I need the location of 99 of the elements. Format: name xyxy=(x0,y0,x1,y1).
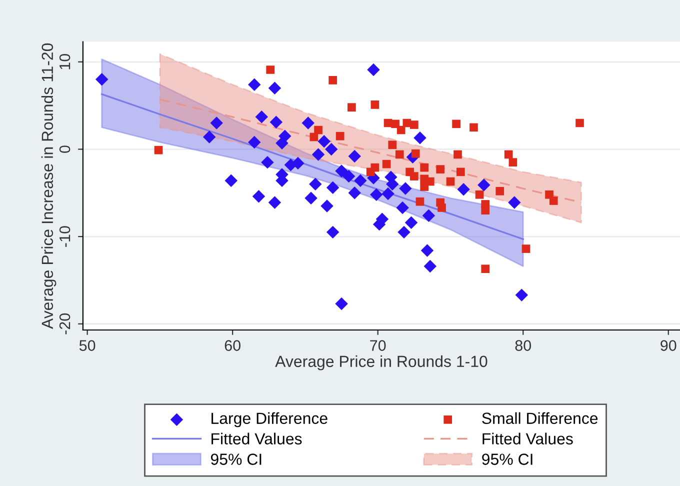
point xyxy=(404,216,418,229)
point xyxy=(396,126,406,134)
point xyxy=(354,174,367,188)
y-axis-title: Average Price Increase in Rounds 11-20 xyxy=(41,43,56,329)
point xyxy=(366,168,375,176)
point xyxy=(336,132,344,140)
point xyxy=(328,76,337,84)
point xyxy=(370,100,380,109)
point xyxy=(348,150,361,163)
point xyxy=(410,172,418,180)
legend-label: Large Difference xyxy=(212,412,328,428)
point xyxy=(202,130,216,144)
point xyxy=(382,160,391,168)
point xyxy=(420,244,434,257)
point xyxy=(292,156,304,170)
point xyxy=(475,190,484,199)
point xyxy=(276,136,288,150)
x-tick-label: 60 xyxy=(224,340,240,351)
x-axis-title: Average Price in Rounds 1-10 xyxy=(275,355,488,370)
legend-label: Small Difference xyxy=(482,412,598,424)
point xyxy=(382,187,394,200)
point xyxy=(318,134,330,148)
point xyxy=(504,150,513,159)
point xyxy=(395,150,404,159)
legend-label: Fitted Values xyxy=(482,432,573,444)
point xyxy=(348,186,361,200)
line-series xyxy=(101,93,524,240)
y-tick-label: 10 xyxy=(59,54,70,70)
point xyxy=(478,178,490,192)
point xyxy=(370,188,383,201)
point xyxy=(457,183,470,196)
y-tick-label: -10 xyxy=(59,226,70,247)
x-tick-label: 50 xyxy=(79,340,96,351)
point xyxy=(154,146,163,154)
point xyxy=(470,123,478,132)
point xyxy=(335,164,348,178)
x-tick-label: 70 xyxy=(370,340,386,351)
point xyxy=(391,120,400,128)
point xyxy=(348,103,356,112)
legend-label: Fitted Values xyxy=(212,432,302,444)
point xyxy=(388,140,397,150)
point xyxy=(224,174,238,188)
point xyxy=(310,132,318,142)
point xyxy=(252,190,266,203)
line-series xyxy=(159,98,582,204)
point xyxy=(248,136,261,149)
point xyxy=(210,116,223,130)
point xyxy=(481,264,490,274)
point xyxy=(414,131,426,144)
point xyxy=(326,181,340,194)
x-tick-label: 80 xyxy=(515,340,532,351)
point xyxy=(398,226,410,239)
point xyxy=(95,72,108,86)
point xyxy=(549,196,558,205)
x-tick-label: 90 xyxy=(660,340,676,351)
point xyxy=(452,120,460,128)
point xyxy=(422,209,436,222)
point xyxy=(268,196,282,209)
point xyxy=(314,126,322,134)
point xyxy=(248,78,261,91)
y-tick-label: 0 xyxy=(59,146,70,153)
text: 95% CI xyxy=(211,454,262,465)
point xyxy=(420,182,428,191)
point xyxy=(456,168,465,176)
point xyxy=(576,118,584,128)
point xyxy=(515,288,528,302)
point xyxy=(325,142,338,156)
point xyxy=(522,244,530,253)
y-tick-label: -20 xyxy=(59,313,70,334)
point xyxy=(436,165,444,174)
text: 95% CI xyxy=(482,454,532,465)
point xyxy=(342,170,356,183)
point xyxy=(335,297,348,310)
point xyxy=(446,177,455,186)
point xyxy=(261,156,274,169)
point xyxy=(396,201,409,214)
point xyxy=(481,206,490,215)
point xyxy=(326,226,340,239)
point xyxy=(312,148,325,161)
point xyxy=(420,163,428,172)
point xyxy=(304,192,318,204)
point xyxy=(320,200,334,212)
point xyxy=(268,82,282,94)
point xyxy=(255,110,268,124)
point xyxy=(416,197,424,206)
point xyxy=(454,150,462,159)
point xyxy=(270,116,283,129)
point xyxy=(496,186,504,196)
point xyxy=(424,260,437,273)
point xyxy=(508,158,518,166)
point xyxy=(410,120,418,129)
point xyxy=(438,204,446,212)
point xyxy=(266,66,275,74)
point xyxy=(508,196,521,209)
point xyxy=(399,182,412,195)
point xyxy=(302,116,314,130)
point xyxy=(386,178,399,191)
point xyxy=(309,178,322,191)
point xyxy=(367,63,380,76)
